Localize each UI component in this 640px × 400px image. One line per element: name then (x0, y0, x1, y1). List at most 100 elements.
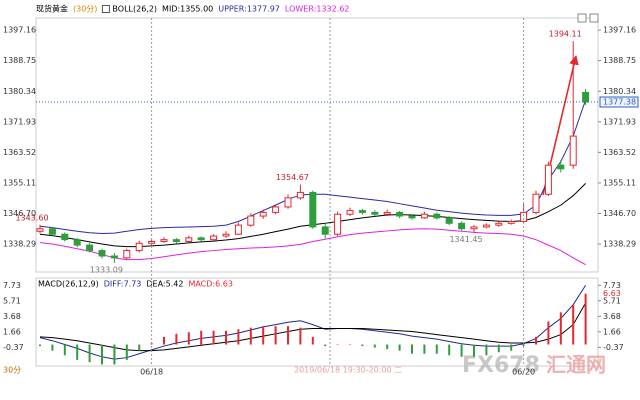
candle-body (123, 250, 131, 259)
macd-bar (497, 344, 500, 353)
y-tick-label: 7.73 (603, 281, 621, 290)
macd-bar (460, 344, 463, 357)
candle-body (383, 211, 391, 215)
candle-body (557, 164, 565, 170)
y-tick-label: -0.37 (3, 343, 24, 352)
legend-box (101, 5, 110, 13)
candle-body (445, 217, 453, 224)
legend-text: DIFF:7.73 (104, 280, 142, 289)
macd-bar (547, 321, 550, 345)
macd-panel (35, 277, 599, 367)
macd-bar (448, 344, 451, 356)
macd-bar (510, 344, 513, 351)
legend-text: LOWER:1332.62 (285, 5, 350, 14)
macd-bar (163, 336, 165, 345)
legend-text: MID:1355.00 (162, 5, 213, 14)
macd-bar (51, 344, 54, 351)
candle-body (185, 237, 193, 242)
candle-body (520, 211, 528, 222)
legend-text: DEA:5.42 (146, 280, 183, 289)
candle-body (408, 215, 416, 219)
candle-body (172, 239, 180, 242)
macd-bar (101, 344, 103, 365)
current-price-label: 1377.38 (603, 98, 636, 107)
y-tick-label: -0.37 (603, 343, 624, 352)
macd-bar (324, 344, 327, 347)
candle-body (284, 197, 292, 208)
current-price-box (599, 96, 639, 108)
y-tick-label: 5.71 (603, 296, 621, 305)
candle-body (247, 215, 255, 226)
macd-bar (212, 330, 215, 345)
annotation-label: 1354.67 (276, 173, 309, 182)
candle-body (544, 164, 552, 195)
macd-bar (225, 330, 227, 345)
candle-body (420, 213, 428, 219)
candle-body (73, 239, 81, 246)
macd-bar (76, 344, 79, 360)
macd-bar (559, 312, 562, 345)
candle-body (470, 226, 478, 230)
macd-bar (572, 304, 575, 345)
y-tick-label: 7.73 (3, 281, 21, 290)
macd-bar (411, 344, 413, 354)
y-tick-label: 3.68 (3, 312, 21, 321)
icon[interactable] (589, 13, 599, 23)
legend-text: 现货黄金 (36, 4, 68, 14)
macd-bar (113, 344, 116, 365)
macd-bar (361, 344, 364, 347)
main-panel (35, 17, 599, 273)
macd-bar (485, 344, 488, 356)
macd-bar (336, 344, 339, 346)
candle-body (234, 224, 242, 235)
macd-bar (125, 344, 128, 360)
y-tick-label: 1397.16 (603, 26, 636, 35)
macd-bar (287, 326, 289, 345)
candle-body (482, 224, 490, 228)
candle-body (296, 191, 304, 199)
legend-text: (30分) (73, 5, 97, 14)
y-tick-label: 1.66 (603, 327, 621, 336)
y-tick-label: 1338.29 (3, 240, 36, 249)
legend-text: BOLL(26,2) (112, 5, 157, 14)
macd-bar (349, 344, 351, 346)
candle-body (259, 211, 267, 217)
legend-text: MACD:6.63 (188, 280, 233, 289)
candle-body (197, 237, 205, 241)
macd-bar (274, 326, 277, 345)
candle-body (135, 242, 143, 252)
macd-bar (423, 344, 426, 354)
candle-body (309, 191, 317, 228)
macd-bar (522, 344, 525, 347)
macd-line (39, 285, 587, 360)
boll-line (39, 228, 586, 266)
candle-body (110, 255, 118, 259)
macd-bar (138, 344, 141, 351)
annotation-label: 1333.09 (90, 265, 123, 274)
y-tick-label: 3.68 (603, 312, 621, 321)
watermark-name: 汇通网 (546, 353, 606, 377)
icon[interactable] (577, 13, 587, 23)
y-tick-label: 1346.70 (603, 209, 636, 218)
interval-tab[interactable]: 30分 (3, 366, 21, 375)
legend-text: UPPER:1377.97 (218, 5, 280, 14)
macd-bar (200, 330, 203, 345)
macd-bar (299, 327, 302, 345)
candle-body (210, 235, 218, 241)
candle-body (36, 228, 44, 232)
y-tick-label: 1380.34 (603, 87, 636, 96)
macd-bar (311, 336, 314, 345)
candle-body (458, 222, 466, 230)
legend-text: MACD(26,12,9) (38, 280, 99, 289)
y-tick-label: 5.71 (3, 296, 21, 305)
candle-body (396, 211, 404, 217)
macd-last-label: 6.63 (603, 289, 621, 298)
macd-bar (249, 327, 252, 345)
candle-body (86, 244, 94, 252)
candle-body (569, 135, 577, 166)
y-tick-label: 1371.93 (603, 117, 636, 126)
macd-bar (187, 332, 190, 345)
candle-body (321, 226, 329, 235)
macd-bar (398, 344, 401, 351)
